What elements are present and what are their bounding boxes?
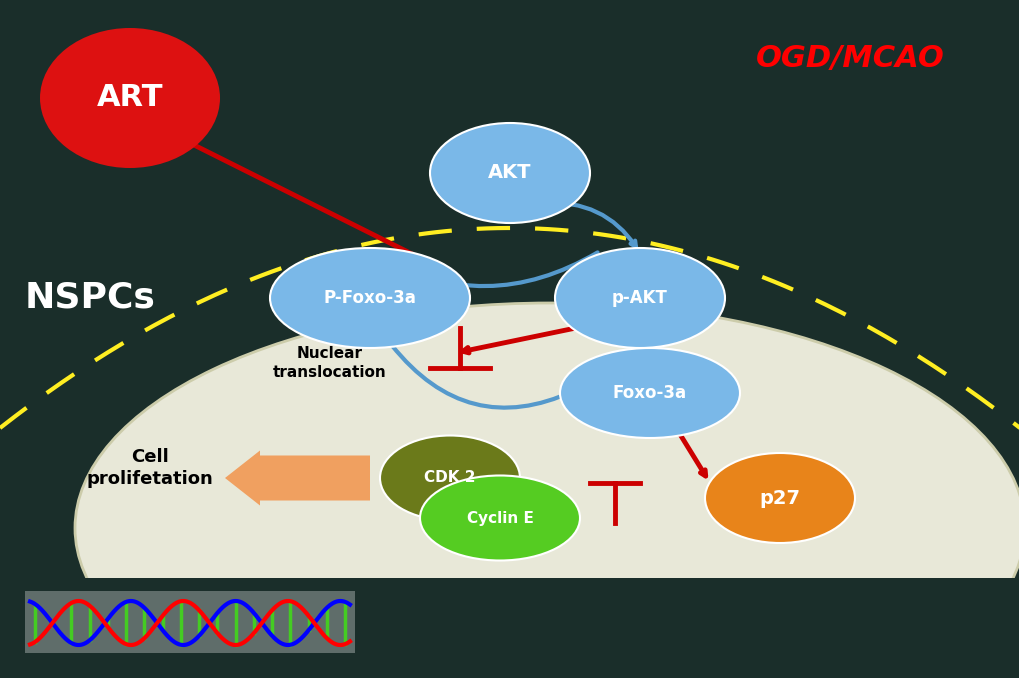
Text: ART: ART bbox=[97, 83, 163, 113]
Ellipse shape bbox=[559, 348, 739, 438]
Text: OGD/MCAO: OGD/MCAO bbox=[755, 43, 944, 73]
Text: Cell
prolifetation: Cell prolifetation bbox=[87, 448, 213, 488]
Ellipse shape bbox=[380, 435, 520, 521]
Text: p-AKT: p-AKT bbox=[611, 289, 667, 307]
Text: CDK 2: CDK 2 bbox=[424, 471, 475, 485]
Ellipse shape bbox=[430, 123, 589, 223]
Ellipse shape bbox=[270, 248, 470, 348]
Text: Nuclear
translocation: Nuclear translocation bbox=[273, 346, 386, 380]
Text: P-Foxo-3a: P-Foxo-3a bbox=[323, 289, 416, 307]
Text: Foxo-3a: Foxo-3a bbox=[612, 384, 687, 402]
Ellipse shape bbox=[75, 303, 1019, 678]
FancyBboxPatch shape bbox=[25, 591, 355, 653]
Ellipse shape bbox=[704, 453, 854, 543]
Text: p27: p27 bbox=[759, 489, 800, 508]
FancyBboxPatch shape bbox=[0, 578, 1019, 678]
Ellipse shape bbox=[420, 475, 580, 561]
Text: AKT: AKT bbox=[488, 163, 531, 182]
Ellipse shape bbox=[554, 248, 725, 348]
Text: Cyclin E: Cyclin E bbox=[466, 511, 533, 525]
FancyArrow shape bbox=[225, 450, 370, 506]
Ellipse shape bbox=[40, 28, 220, 168]
Text: NSPCs: NSPCs bbox=[24, 281, 155, 315]
